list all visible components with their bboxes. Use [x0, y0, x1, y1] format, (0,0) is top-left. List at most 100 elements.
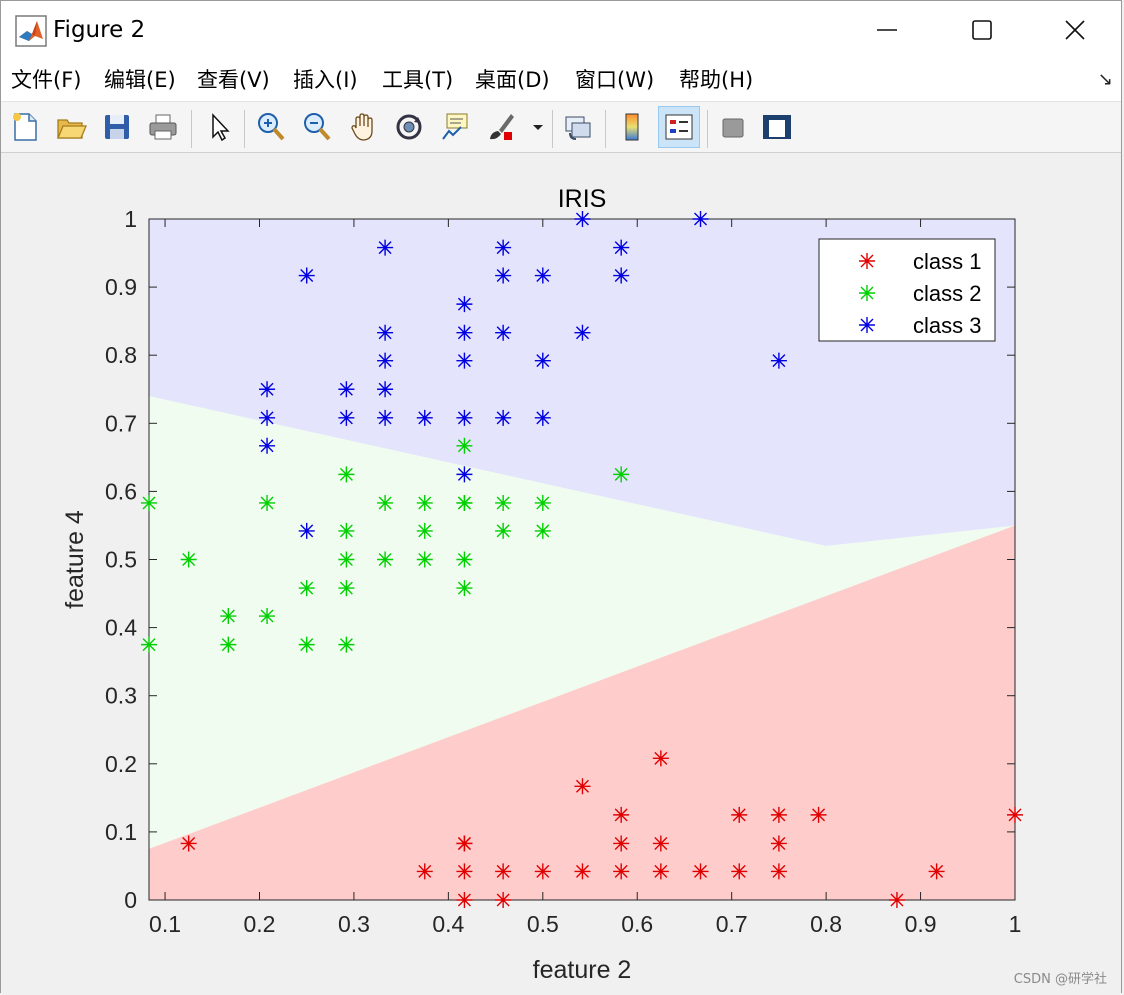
zoom-in-button[interactable] [253, 108, 289, 146]
data-point [810, 806, 827, 823]
menu-help[interactable]: 帮助(H) [679, 68, 754, 92]
x-tick-label: 0.3 [338, 911, 370, 937]
legend-icon [665, 114, 693, 140]
rotate-3d-icon [396, 114, 422, 140]
data-point [888, 892, 905, 908]
menu-file[interactable]: 文件(F) [11, 68, 82, 92]
legend-label: class 1 [913, 249, 981, 274]
brush-button[interactable] [483, 108, 519, 146]
brush-icon [490, 114, 514, 140]
open-icon [57, 119, 87, 139]
legend-label: class 3 [913, 313, 981, 338]
data-point [456, 863, 473, 880]
y-tick-label: 0.2 [105, 751, 137, 777]
save-button[interactable] [99, 108, 135, 146]
menu-tools[interactable]: 工具(T) [382, 68, 454, 92]
x-tick-label: 0.1 [149, 911, 181, 937]
title-bar[interactable]: Figure 2 [1, 1, 1121, 59]
data-point [416, 522, 433, 539]
data-point [770, 835, 787, 852]
data-point [377, 352, 394, 369]
data-cursor-button[interactable] [437, 108, 473, 146]
data-point [377, 324, 394, 341]
menu-view[interactable]: 查看(V) [197, 68, 270, 92]
brush-dropdown-button[interactable] [529, 108, 547, 146]
pointer-button[interactable] [201, 108, 237, 146]
figure-canvas[interactable]: 0.1 0.2 0.3 0.4 0.5 0.6 0.7 0.8 0.9 1 0 0.1 0.2 0.3 0.… [1, 153, 1121, 993]
data-point [259, 437, 276, 454]
menu-desktop[interactable]: 桌面(D) [475, 68, 550, 92]
data-point [416, 409, 433, 426]
data-point [298, 636, 315, 653]
save-icon [105, 115, 129, 139]
y-tick-label: 0 [124, 887, 137, 913]
data-point [456, 835, 473, 852]
new-figure-button[interactable] [7, 108, 43, 146]
rotate-3d-button[interactable] [391, 108, 427, 146]
dock-arrow-icon[interactable]: ↘ [1097, 69, 1113, 90]
data-point [180, 551, 197, 568]
data-point [338, 466, 355, 483]
y-axis-label: feature 4 [61, 510, 89, 609]
data-point [495, 863, 512, 880]
y-tick-label: 1 [124, 206, 137, 232]
print-button[interactable] [145, 108, 181, 146]
x-tick-label: 0.6 [621, 911, 653, 937]
data-point [456, 409, 473, 426]
data-point [928, 863, 945, 880]
data-point [613, 267, 630, 284]
data-point [574, 211, 591, 227]
open-button[interactable] [53, 108, 89, 146]
legend: class 1 class 2 class 3 [818, 238, 996, 342]
data-point [377, 494, 394, 511]
data-point [534, 352, 551, 369]
maximize-button[interactable] [936, 1, 1028, 59]
chart-title: IRIS [558, 185, 607, 213]
colorbar-button[interactable] [614, 108, 650, 146]
data-cursor-icon [442, 113, 468, 140]
x-tick-label: 0.7 [716, 911, 748, 937]
menu-window[interactable]: 窗口(W) [575, 68, 655, 92]
minimize-button[interactable] [841, 1, 933, 59]
data-point [731, 806, 748, 823]
y-tick-label: 0.5 [105, 547, 137, 573]
close-button[interactable] [1029, 1, 1121, 59]
data-point [338, 522, 355, 539]
data-point [338, 409, 355, 426]
y-tick-label: 0.8 [105, 342, 137, 368]
data-point [534, 267, 551, 284]
legend-label: class 2 [913, 281, 981, 306]
chevron-down-icon [533, 125, 543, 130]
data-point [495, 494, 512, 511]
hide-plot-tools-button[interactable] [715, 108, 751, 146]
data-point [259, 409, 276, 426]
figure-toolbar [1, 101, 1121, 153]
scatter-plot[interactable]: 0.1 0.2 0.3 0.4 0.5 0.6 0.7 0.8 0.9 1 0 0.1 0.2 0.3 0.… [1, 153, 1121, 991]
link-plot-button[interactable] [560, 108, 596, 146]
maximize-icon [970, 18, 994, 42]
data-point [377, 551, 394, 568]
data-point [338, 551, 355, 568]
data-point [141, 494, 157, 511]
zoom-out-button[interactable] [299, 108, 335, 146]
data-point [534, 494, 551, 511]
zoom-in-icon [258, 113, 285, 141]
data-point [574, 863, 591, 880]
data-point [377, 381, 394, 398]
pan-button[interactable] [345, 108, 381, 146]
matlab-logo-icon [15, 15, 47, 47]
series-class-1 [180, 750, 1023, 908]
show-plot-tools-icon [763, 115, 791, 139]
show-plot-tools-button[interactable] [759, 108, 795, 146]
toolbar-separator [191, 110, 192, 148]
data-point [613, 863, 630, 880]
data-point [456, 296, 473, 313]
legend-button[interactable] [658, 106, 700, 148]
menu-insert[interactable]: 插入(I) [293, 68, 358, 92]
x-tick-label: 0.2 [244, 911, 276, 937]
menu-edit[interactable]: 编辑(E) [104, 68, 176, 92]
data-point [338, 580, 355, 597]
data-point [456, 551, 473, 568]
hide-plot-tools-icon [722, 118, 744, 138]
